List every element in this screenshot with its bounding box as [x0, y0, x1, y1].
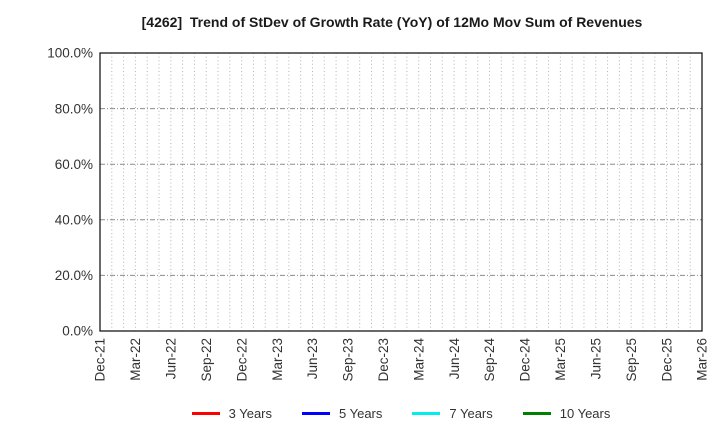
- legend-label: 5 Years: [339, 405, 383, 421]
- legend-swatch-5-years: [302, 411, 330, 415]
- x-tick-label: Dec-22: [234, 338, 249, 382]
- legend-label: 3 Years: [228, 405, 272, 421]
- legend-item-5-years: 5 Years: [302, 406, 382, 421]
- y-tick-label: 20.0%: [55, 268, 93, 283]
- legend: 3 Years 5 Years 7 Years 10 Years: [100, 403, 702, 423]
- y-tick-label: 80.0%: [55, 101, 93, 116]
- x-tick-label: Jun-25: [588, 338, 603, 379]
- y-tick-label: 100.0%: [47, 46, 93, 61]
- x-tick-label: Jun-24: [447, 338, 462, 380]
- x-tick-label: Sep-22: [199, 338, 214, 382]
- legend-label: 7 Years: [449, 405, 493, 421]
- y-tick-label: 60.0%: [55, 157, 93, 172]
- x-tick-label: Dec-24: [518, 338, 533, 382]
- x-tick-label: Sep-23: [341, 338, 356, 382]
- x-tick-label: Mar-22: [128, 338, 143, 381]
- x-tick-label: Mar-25: [553, 338, 568, 381]
- legend-swatch-3-years: [191, 411, 220, 415]
- legend-swatch-10-years: [522, 411, 551, 415]
- x-tick-label: Jun-22: [164, 338, 179, 379]
- x-tick-label: Sep-24: [482, 338, 497, 382]
- legend-item-10-years: 10 Years: [522, 405, 611, 421]
- chart-title: [4262] Trend of StDev of Growth Rate (Yo…: [141, 14, 643, 30]
- x-tick-label: Dec-21: [93, 338, 108, 382]
- x-tick-label: Jun-23: [305, 338, 320, 379]
- x-tick-label: Mar-23: [270, 338, 285, 381]
- legend-item-3-years: 3 Years: [191, 405, 272, 421]
- x-tick-label: Mar-24: [411, 338, 426, 381]
- legend-swatch-7-years: [412, 411, 441, 415]
- legend-label: 10 Years: [559, 405, 611, 421]
- x-tick-label: Dec-25: [659, 338, 674, 382]
- y-tick-label: 40.0%: [55, 213, 93, 228]
- x-tick-label: Dec-23: [376, 338, 391, 382]
- plot-frame: [99, 52, 703, 332]
- y-tick-label: 0.0%: [62, 324, 93, 339]
- x-tick-label: Sep-25: [624, 338, 639, 382]
- legend-item-7-years: 7 Years: [412, 405, 493, 421]
- x-tick-label: Mar-26: [695, 338, 710, 381]
